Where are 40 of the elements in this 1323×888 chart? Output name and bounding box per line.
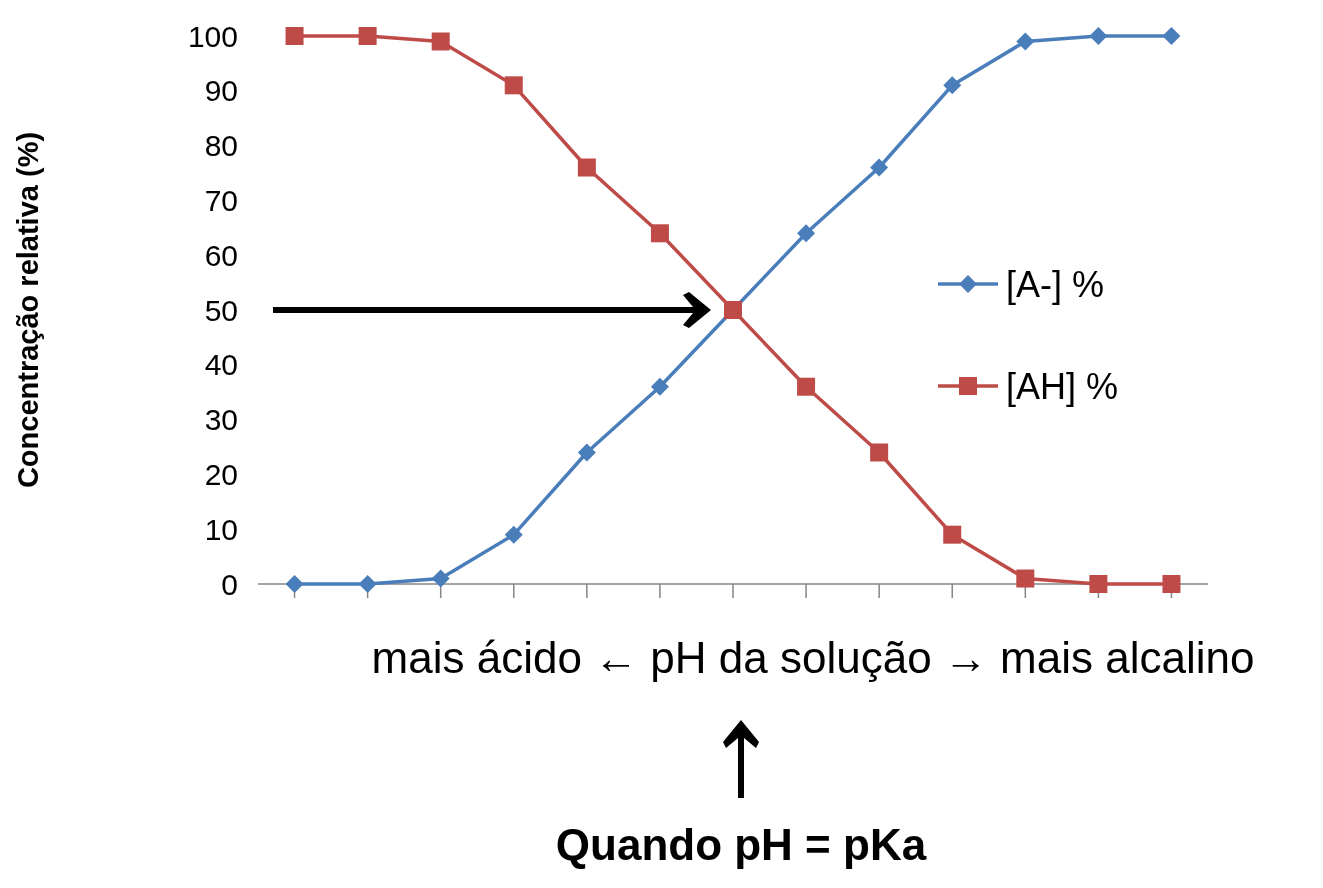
y-tick-label: 50	[204, 293, 238, 327]
y-tick-label: 40	[204, 348, 238, 382]
point	[577, 158, 596, 177]
point	[1016, 32, 1035, 51]
point	[870, 158, 889, 177]
point	[504, 525, 523, 544]
point	[1016, 569, 1035, 588]
y-tick-label: 80	[204, 129, 238, 163]
y-tick-label: 10	[204, 512, 238, 546]
point	[577, 443, 596, 462]
y-tick-label: 20	[204, 457, 238, 491]
legend-label: [AH] %	[1006, 365, 1119, 407]
point	[431, 569, 450, 588]
point	[285, 575, 304, 593]
point	[650, 377, 669, 396]
point	[358, 575, 377, 593]
point	[870, 443, 889, 462]
point	[797, 377, 816, 396]
y-tick-label: 100	[187, 19, 238, 53]
point	[504, 76, 523, 95]
point	[1089, 27, 1108, 45]
y-axis-title: Concentração relativa (%)	[12, 131, 44, 489]
y-tick-label: 70	[204, 183, 238, 217]
point	[1162, 575, 1181, 593]
y-tick-label: 60	[204, 238, 238, 272]
x-axis-title: mais ácido ← pH da solução → mais alcalino	[371, 633, 1255, 682]
point	[285, 27, 304, 45]
legend-label: [A-] %	[1006, 263, 1105, 305]
point	[1089, 575, 1108, 593]
point	[943, 76, 962, 95]
y-tick-label: 0	[221, 567, 238, 601]
y-tick-label: 30	[204, 403, 238, 437]
text: Quando pH = pKa	[555, 820, 927, 869]
point	[358, 27, 377, 45]
point	[431, 32, 450, 51]
point	[797, 224, 816, 243]
y-tick-label: 90	[204, 74, 238, 108]
point	[1162, 27, 1181, 45]
point	[943, 525, 962, 544]
point	[650, 224, 669, 243]
